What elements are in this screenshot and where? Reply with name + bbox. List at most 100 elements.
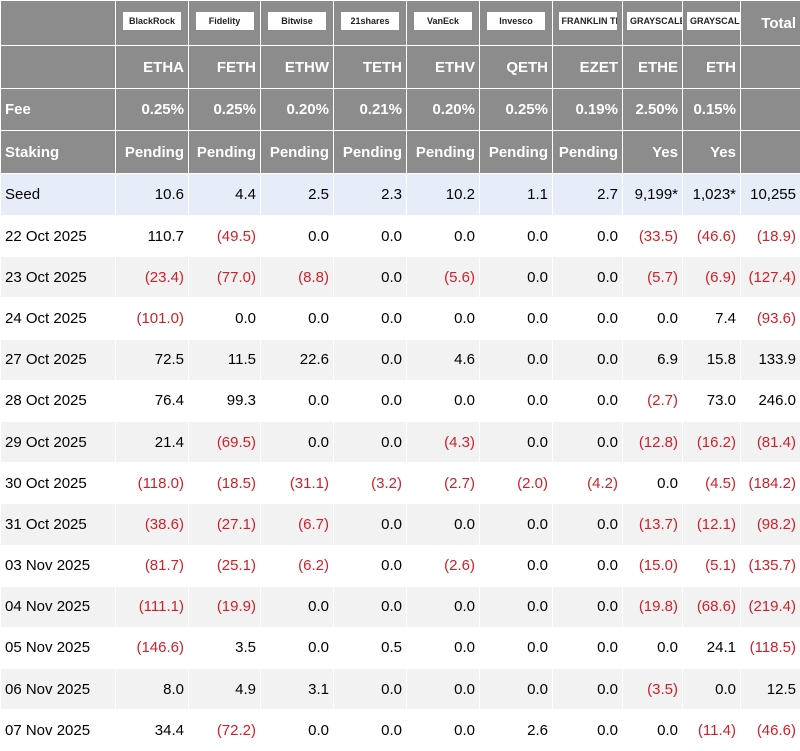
flow-value: (4.2) xyxy=(552,462,623,505)
flow-value: 0.0 xyxy=(188,297,261,340)
header-cell xyxy=(0,45,116,89)
row-label: 06 Nov 2025 xyxy=(0,668,116,711)
fund-logo: FRANKLIN TEMPLETON xyxy=(558,12,617,30)
flow-value: 0.0 xyxy=(333,709,407,751)
ticker: TETH xyxy=(333,45,407,89)
flow-value: 0.0 xyxy=(406,379,480,422)
flow-value: 0.0 xyxy=(552,503,623,546)
flow-value: 0.0 xyxy=(333,668,407,711)
row-label: 03 Nov 2025 xyxy=(0,544,116,587)
table-row: 24 Oct 2025 (101.0) 0.0 0.0 0.0 0.0 0.0 0.0 0.0 7… xyxy=(0,297,800,340)
flow-value: (81.4) xyxy=(740,420,800,464)
flow-value: 8.0 xyxy=(115,668,189,711)
ticker: ETHA xyxy=(115,45,189,89)
flow-value: 0.0 xyxy=(552,709,623,751)
table-row: BlackRock Fidelity Bitwise 21shares VanEck In… xyxy=(0,0,800,46)
header-cell xyxy=(740,88,800,131)
flow-value: 0.0 xyxy=(479,668,553,711)
flow-value: 246.0 xyxy=(740,379,800,422)
flow-value: 34.4 xyxy=(115,709,189,751)
fund-logo: BlackRock xyxy=(123,12,181,30)
flow-value: 0.0 xyxy=(479,544,553,587)
fund-logo: Invesco xyxy=(487,12,545,30)
fee-value: 0.25% xyxy=(479,88,553,131)
flow-value: 0.0 xyxy=(333,214,407,258)
flow-value: 0.0 xyxy=(622,626,683,670)
flow-value: (11.4) xyxy=(682,709,741,751)
flow-value: (4.5) xyxy=(682,462,741,505)
flow-value: 2.5 xyxy=(260,173,334,216)
flow-value: (5.7) xyxy=(622,256,683,299)
flow-value: (46.6) xyxy=(740,709,800,751)
staking-value: Yes xyxy=(682,130,741,174)
flow-value: (69.5) xyxy=(188,420,261,464)
flow-value: (6.9) xyxy=(682,256,741,299)
fee-value: 0.20% xyxy=(406,88,480,131)
fee-value: 0.25% xyxy=(188,88,261,131)
flow-value: (23.4) xyxy=(115,256,189,299)
table-row: Staking Pending Pending Pending Pending Pendi… xyxy=(0,130,800,174)
flow-value: (18.5) xyxy=(188,462,261,505)
fee-value: 0.25% xyxy=(115,88,189,131)
table-row: Fee 0.25% 0.25% 0.20% 0.21% 0.20% 0.25% 0.19% 2.… xyxy=(0,88,800,131)
row-label: 29 Oct 2025 xyxy=(0,420,116,464)
staking-value: Pending xyxy=(406,130,480,174)
flow-value: 0.0 xyxy=(552,668,623,711)
flow-value: 0.0 xyxy=(260,626,334,670)
flow-value: 11.5 xyxy=(188,338,261,381)
flow-value: (25.1) xyxy=(188,544,261,587)
flow-value: 0.0 xyxy=(479,214,553,258)
row-label: 24 Oct 2025 xyxy=(0,297,116,340)
flow-value: (8.8) xyxy=(260,256,334,299)
table-row: 07 Nov 2025 34.4 (72.2) 0.0 0.0 0.0 2.6 0.0 0.0(… xyxy=(0,709,800,751)
flow-value: (68.6) xyxy=(682,585,741,628)
fee-value: 0.19% xyxy=(552,88,623,131)
flow-value: 0.0 xyxy=(552,626,623,670)
logo-cell: FRANKLIN TEMPLETON xyxy=(552,0,623,46)
logo-cell: GRAYSCALE xyxy=(622,0,683,46)
flow-value: 133.9 xyxy=(740,338,800,381)
flow-value: 0.0 xyxy=(406,626,480,670)
flow-value: 0.0 xyxy=(333,297,407,340)
flow-value: 2.7 xyxy=(552,173,623,216)
table-row: 28 Oct 2025 76.4 99.3 0.0 0.0 0.0 0.0 0.0 (2.7) 7… xyxy=(0,379,800,422)
flow-value: 0.0 xyxy=(406,214,480,258)
staking-value: Pending xyxy=(115,130,189,174)
staking-label: Staking xyxy=(0,130,116,174)
flow-value: 3.1 xyxy=(260,668,334,711)
fund-logo: GRAYSCALE xyxy=(627,12,682,30)
flow-value: (27.1) xyxy=(188,503,261,546)
flow-value: 0.0 xyxy=(333,256,407,299)
flow-value: 0.0 xyxy=(622,297,683,340)
fund-logo: 21shares xyxy=(341,12,399,30)
flow-value: (81.7) xyxy=(115,544,189,587)
table-row: Seed 10.6 4.4 2.5 2.3 10.2 1.1 2.7 9,199* 1,023* 1… xyxy=(0,173,800,216)
flow-value: 0.0 xyxy=(406,668,480,711)
row-label: 05 Nov 2025 xyxy=(0,626,116,670)
flow-value: 21.4 xyxy=(115,420,189,464)
flow-value: (77.0) xyxy=(188,256,261,299)
flow-value: (2.6) xyxy=(406,544,480,587)
flow-value: 0.0 xyxy=(333,338,407,381)
table-row: 29 Oct 2025 21.4 (69.5) 0.0 0.0 (4.3) 0.0 0.0 (1… xyxy=(0,420,800,464)
total-header: Total xyxy=(740,0,800,46)
flow-value: 0.0 xyxy=(333,544,407,587)
flow-value: (118.0) xyxy=(115,462,189,505)
flow-value: 10,255 xyxy=(740,173,800,216)
logo-cell: Fidelity xyxy=(188,0,261,46)
flow-value: 0.0 xyxy=(479,503,553,546)
flow-value: (3.5) xyxy=(622,668,683,711)
fee-value: 2.50% xyxy=(622,88,683,131)
flow-value: (3.2) xyxy=(333,462,407,505)
staking-value: Pending xyxy=(479,130,553,174)
flow-value: (2.7) xyxy=(406,462,480,505)
flow-value: 0.0 xyxy=(260,709,334,751)
flow-value: (6.2) xyxy=(260,544,334,587)
flow-value: 22.6 xyxy=(260,338,334,381)
fund-logo: Fidelity xyxy=(195,12,254,30)
flow-value: 0.0 xyxy=(260,214,334,258)
flow-value: (72.2) xyxy=(188,709,261,751)
row-label: 04 Nov 2025 xyxy=(0,585,116,628)
row-label: 28 Oct 2025 xyxy=(0,379,116,422)
